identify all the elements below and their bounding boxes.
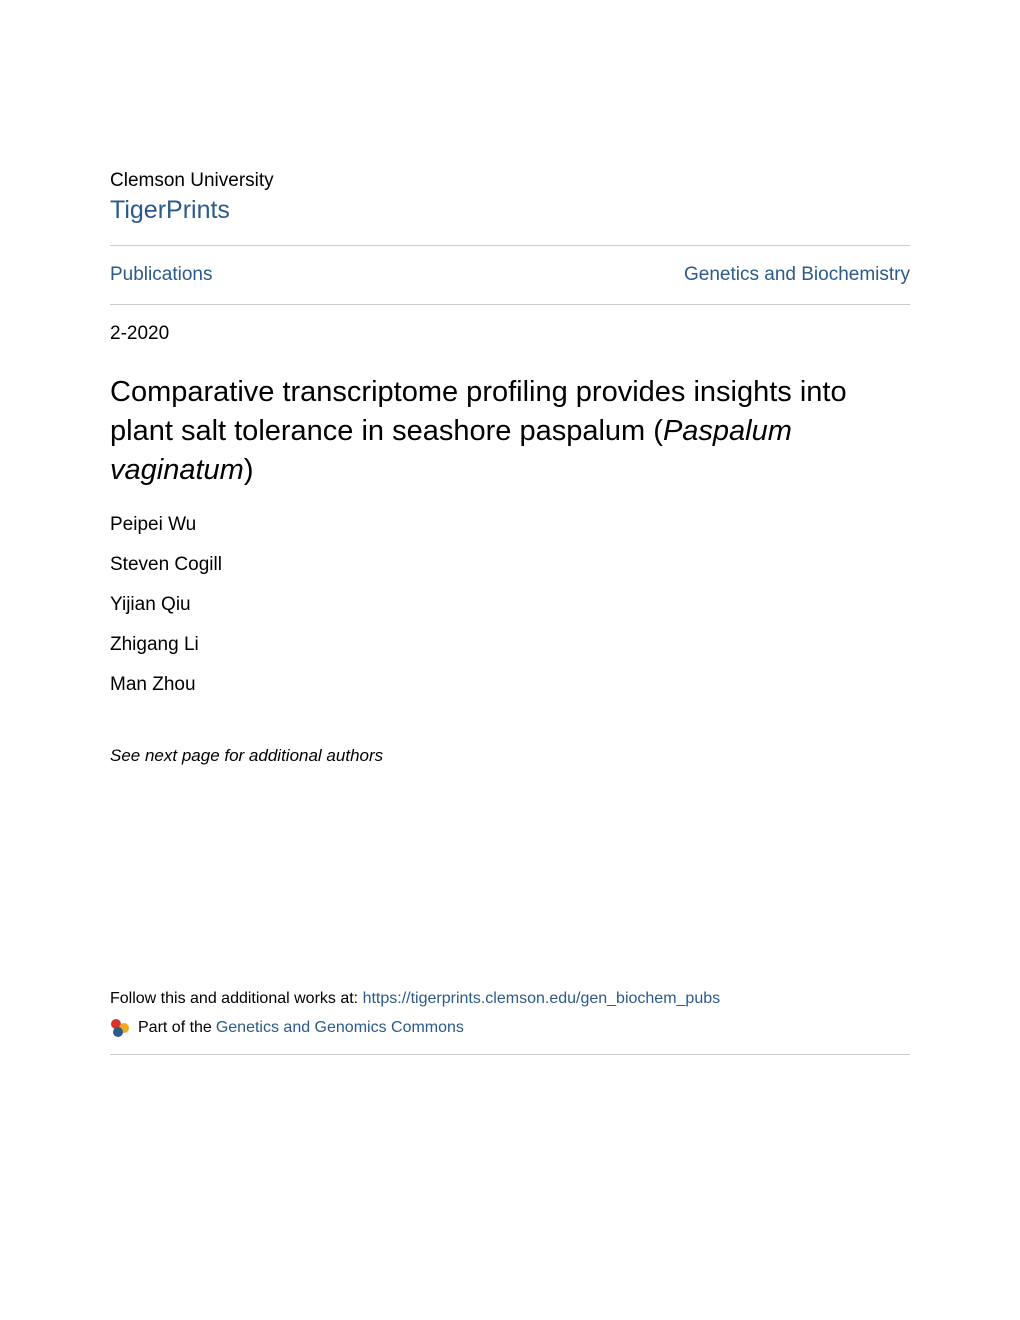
- author-item: Steven Cogill: [110, 554, 910, 576]
- university-name: Clemson University: [110, 170, 910, 192]
- header-divider: [110, 245, 910, 246]
- footer-section: Follow this and additional works at: htt…: [110, 990, 910, 1055]
- nav-divider: [110, 304, 910, 305]
- author-item: Peipei Wu: [110, 514, 910, 536]
- title-text-part2: ): [244, 454, 254, 486]
- author-item: Man Zhou: [110, 674, 910, 696]
- footer-divider: [110, 1054, 910, 1055]
- article-title: Comparative transcriptome profiling prov…: [110, 373, 910, 490]
- authors-list: Peipei Wu Steven Cogill Yijian Qiu Zhiga…: [110, 514, 910, 696]
- publication-date: 2-2020: [110, 323, 910, 345]
- author-item: Zhigang Li: [110, 634, 910, 656]
- part-of-row: Part of the Genetics and Genomics Common…: [110, 1018, 910, 1038]
- follow-label: Follow this and additional works at:: [110, 990, 363, 1007]
- author-item: Yijian Qiu: [110, 594, 910, 616]
- nav-row: Publications Genetics and Biochemistry: [110, 264, 910, 286]
- repository-link[interactable]: TigerPrints: [110, 196, 910, 225]
- publications-link[interactable]: Publications: [110, 264, 212, 286]
- follow-works-text: Follow this and additional works at: htt…: [110, 990, 910, 1008]
- part-of-label: Part of the: [138, 1019, 212, 1037]
- network-icon: [110, 1018, 130, 1038]
- additional-authors-note: See next page for additional authors: [110, 746, 910, 766]
- department-link[interactable]: Genetics and Biochemistry: [684, 264, 910, 286]
- commons-link[interactable]: Genetics and Genomics Commons: [216, 1019, 464, 1037]
- follow-url-link[interactable]: https://tigerprints.clemson.edu/gen_bioc…: [363, 990, 721, 1007]
